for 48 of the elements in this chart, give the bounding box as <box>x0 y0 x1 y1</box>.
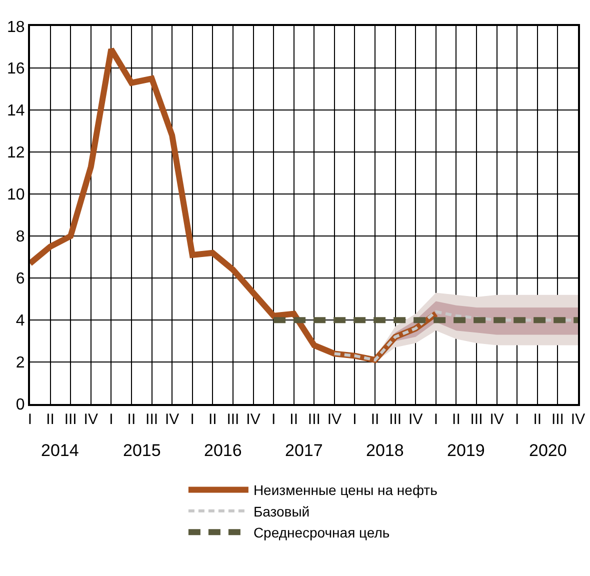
x-tick-label: III <box>226 411 240 428</box>
legend-label: Среднесрочная цель <box>253 524 390 541</box>
y-tick-label: 6 <box>16 270 25 288</box>
x-tick-label: II <box>533 411 542 428</box>
text: 2020 <box>529 441 567 460</box>
x-tick-label: I <box>271 411 276 428</box>
x-tick-label: III <box>551 411 564 428</box>
x-tick-label: II <box>370 411 380 428</box>
x-tick-label: III <box>64 411 77 428</box>
x-tick-label: III <box>308 411 320 428</box>
x-tick-label: II <box>46 411 54 428</box>
x-tick-label: III <box>146 411 158 428</box>
text: 2017 <box>285 441 323 460</box>
x-tick-label: III <box>389 411 402 428</box>
x-tick-label: I <box>28 411 32 428</box>
x-tick-label: IV <box>327 411 342 428</box>
x-tick-label: I <box>190 411 194 428</box>
x-tick-label: IV <box>490 411 504 428</box>
y-tick-label: 14 <box>7 102 25 120</box>
x-tick-label: II <box>452 411 460 428</box>
y-tick-label: 4 <box>16 312 25 330</box>
x-tick-label: I <box>515 411 520 428</box>
y-tick-label: 10 <box>7 186 25 204</box>
x-tick-label: III <box>470 411 483 428</box>
legend-label: Базовый <box>253 503 310 520</box>
x-tick-label: I <box>109 411 114 428</box>
text: 2016 <box>204 441 242 460</box>
text: 2019 <box>447 441 485 460</box>
text: 2015 <box>123 441 161 460</box>
x-tick-label: II <box>208 411 217 428</box>
x-tick-label: IV <box>84 411 98 428</box>
y-tick-label: 0 <box>16 396 25 414</box>
y-tick-label: 12 <box>7 144 25 162</box>
x-tick-label: IV <box>570 411 586 428</box>
text: 2014 <box>41 441 79 460</box>
x-tick-label: I <box>434 411 438 428</box>
x-tick-label: I <box>352 411 357 428</box>
x-tick-label: IV <box>408 411 423 428</box>
x-tick-label: IV <box>246 411 260 428</box>
y-tick-label: 18 <box>7 18 25 36</box>
y-tick-label: 16 <box>7 60 25 78</box>
x-tick-label: IV <box>164 411 180 428</box>
x-tick-label: II <box>290 411 298 428</box>
y-tick-label: 8 <box>16 228 25 246</box>
legend-label: Неизменные цены на нефть <box>253 482 438 498</box>
text: 2018 <box>366 441 404 460</box>
x-tick-label: II <box>127 411 136 428</box>
y-tick-label: 2 <box>16 354 25 372</box>
